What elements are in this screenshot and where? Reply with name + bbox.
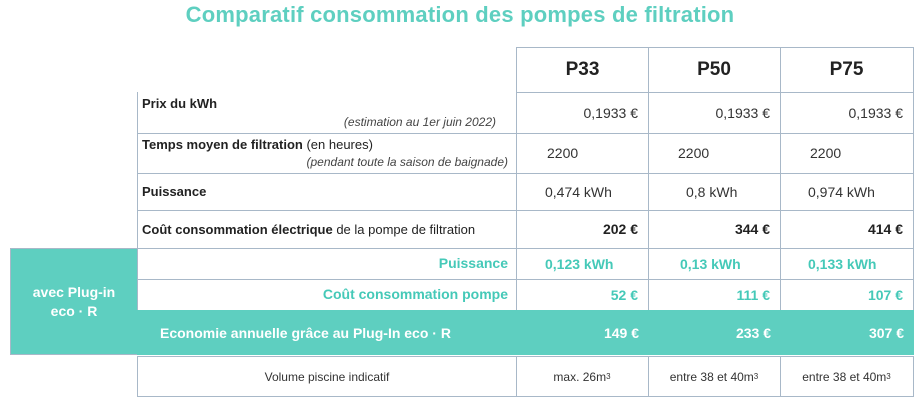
temps-value-p75: 2200 (780, 133, 914, 174)
temps-value-p33: 2200 (516, 133, 649, 174)
volume-value-p75: entre 38 et 40m 3 (780, 356, 914, 397)
cout-value-p33: 202 € (516, 210, 649, 249)
prix-value-p75: 0,1933 € (780, 92, 914, 134)
column-header-p50: P50 (648, 47, 781, 93)
temps-value-p50: 2200 (648, 133, 781, 174)
prix-value-p33: 0,1933 € (516, 92, 649, 134)
temps-label-unit: (en heures) (302, 137, 373, 152)
plugin-row-label-cout: Coût consommation pompe (137, 279, 517, 311)
page-title: Comparatif consommation des pompes de fi… (185, 2, 735, 27)
plugin-side-label: avec Plug-in eco · R (10, 248, 138, 355)
economie-value-p33: 149 € (603, 324, 639, 341)
volume-value-p33: max. 26m 3 (516, 356, 649, 397)
plugin-puissance-p50: 0,13 kWh (648, 248, 781, 280)
economie-value-p50: 233 € (735, 324, 771, 341)
temps-label: Temps moyen de filtration (142, 137, 303, 152)
row-label-prix: Prix du kWh (estimation au 1er juin 2022… (137, 92, 517, 134)
row-label-temps: Temps moyen de filtration (en heures) (p… (137, 133, 517, 174)
volume-label: Volume piscine indicatif (137, 356, 517, 397)
economie-label: Economie annuelle grâce au Plug-In eco ·… (160, 324, 451, 341)
plugin-side-label-line2: eco · R (50, 302, 98, 319)
volume-text-p75: entre 38 et 40m (802, 369, 887, 384)
column-header-p33: P33 (516, 47, 649, 93)
prix-label: Prix du kWh (142, 96, 218, 111)
economie-row (137, 310, 914, 355)
column-header-p75: P75 (780, 47, 914, 93)
plugin-cout-p33: 52 € (516, 279, 649, 311)
prix-value-p50: 0,1933 € (648, 92, 781, 134)
puissance-value-p50: 0,8 kWh (648, 173, 781, 211)
prix-note: (estimation au 1er juin 2022) (343, 115, 496, 129)
puissance-value-p75: 0,974 kWh (780, 173, 914, 211)
plugin-cout-p50: 111 € (648, 279, 781, 311)
row-label-cout: Coût consommation électrique de la pompe… (137, 210, 517, 249)
puissance-value-p33: 0,474 kWh (516, 173, 649, 211)
plugin-row-label-puissance: Puissance (137, 248, 517, 280)
economie-value-p75: 307 € (868, 324, 904, 341)
plugin-puissance-p75: 0,133 kWh (780, 248, 914, 280)
volume-value-p50: entre 38 et 40m 3 (648, 356, 781, 397)
plugin-side-label-line1: avec Plug-in (32, 283, 116, 300)
volume-text-p33: max. 26m (553, 369, 607, 384)
cout-value-p50: 344 € (648, 210, 781, 249)
plugin-puissance-p33: 0,123 kWh (516, 248, 649, 280)
plugin-cout-p75: 107 € (780, 279, 914, 311)
cout-label-rest: de la pompe de filtration (332, 222, 476, 237)
row-label-puissance: Puissance (137, 173, 517, 211)
puissance-label: Puissance (142, 184, 207, 199)
temps-note: (pendant toute la saison de baignade) (306, 155, 509, 169)
cout-value-p75: 414 € (780, 210, 914, 249)
plugin-puissance-label: Puissance (438, 255, 508, 271)
plugin-cout-label: Coût consommation pompe (322, 286, 508, 302)
volume-text-p50: entre 38 et 40m (669, 369, 754, 384)
cout-label: Coût consommation électrique (142, 222, 333, 237)
